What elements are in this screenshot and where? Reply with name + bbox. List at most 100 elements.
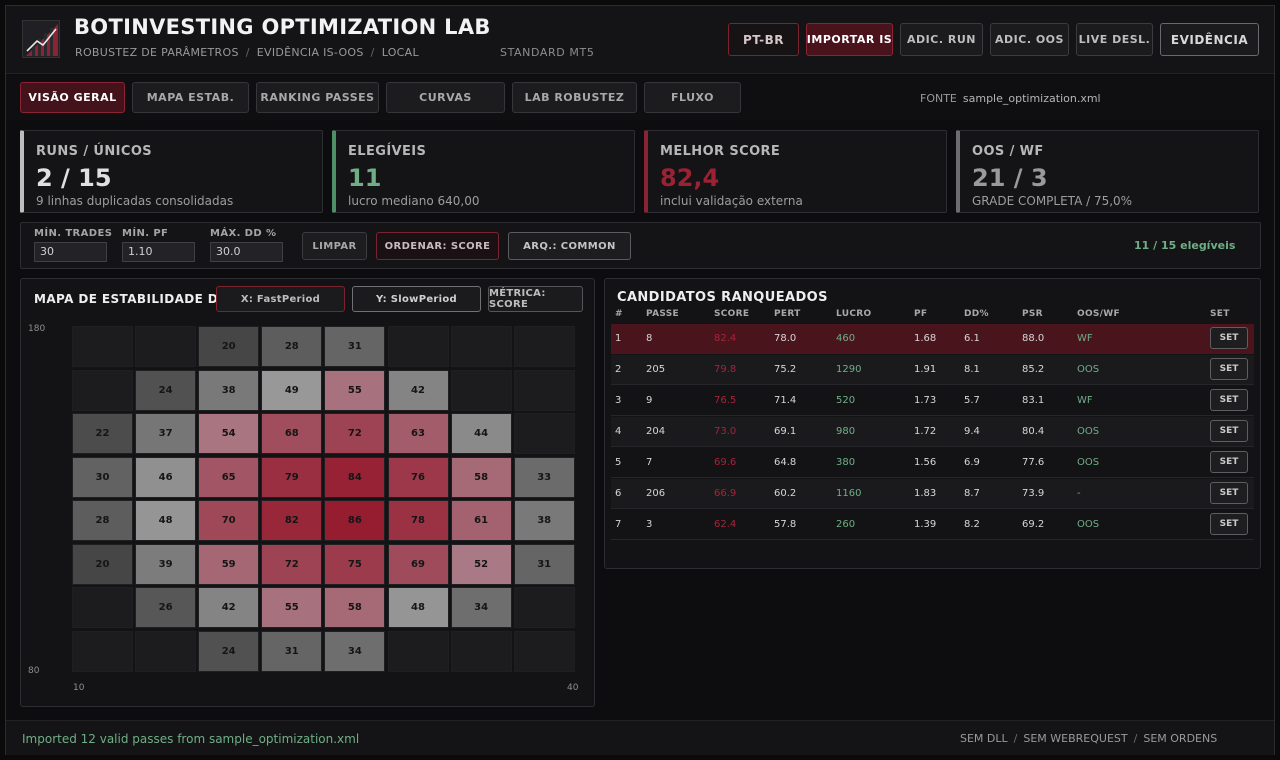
heatmap-cell[interactable]: 46 xyxy=(135,456,197,498)
set-button[interactable]: SET xyxy=(1210,389,1248,411)
heatmap-cell[interactable]: 65 xyxy=(198,456,260,498)
heatmap-cell[interactable]: 86 xyxy=(324,500,386,541)
clear-filters-button[interactable]: LIMPAR xyxy=(302,232,367,260)
heatmap-cell[interactable]: 24 xyxy=(135,369,197,411)
min-trades-input[interactable]: 30 xyxy=(34,242,107,262)
heatmap-cell[interactable] xyxy=(72,326,133,367)
max-dd-input[interactable]: 30.0 xyxy=(210,242,283,262)
y-param-select[interactable]: Y: SlowPeriod xyxy=(352,286,481,312)
heatmap-cell[interactable] xyxy=(72,630,133,672)
tab-stability-map[interactable]: MAPA ESTAB. xyxy=(132,82,249,113)
heatmap-cell[interactable]: 54 xyxy=(198,413,260,454)
heatmap-cell[interactable]: 79 xyxy=(261,456,323,498)
heatmap-cell[interactable]: 33 xyxy=(513,456,575,498)
heatmap-cell[interactable]: 26 xyxy=(135,587,197,628)
heatmap-cell[interactable]: 69 xyxy=(387,543,449,585)
heatmap-cell[interactable]: 42 xyxy=(198,587,260,628)
heatmap-cell[interactable]: 55 xyxy=(324,369,386,411)
set-button[interactable]: SET xyxy=(1210,482,1248,504)
heatmap-cell[interactable] xyxy=(513,587,575,628)
set-button[interactable]: SET xyxy=(1210,358,1248,380)
heatmap-cell[interactable]: 58 xyxy=(324,587,386,628)
heatmap-cell[interactable]: 49 xyxy=(261,369,323,411)
heatmap-cell[interactable] xyxy=(513,413,575,454)
heatmap-cell[interactable]: 20 xyxy=(198,326,260,367)
heatmap-cell[interactable]: 34 xyxy=(324,630,386,672)
heatmap-cell[interactable]: 70 xyxy=(198,500,260,541)
table-row[interactable]: 2 205 79.8 75.2 1290 1.91 8.1 85.2 OOS SET xyxy=(611,355,1254,385)
heatmap-cell[interactable] xyxy=(450,630,512,672)
heatmap-cell[interactable]: 31 xyxy=(261,630,323,672)
heatmap-cell[interactable]: 28 xyxy=(72,500,133,541)
heatmap-cell[interactable]: 24 xyxy=(198,630,260,672)
table-row[interactable]: 7 3 62.4 57.8 260 1.39 8.2 69.2 OOS SET xyxy=(611,510,1254,540)
heatmap-cell[interactable]: 63 xyxy=(387,413,449,454)
table-row[interactable]: 3 9 76.5 71.4 520 1.73 5.7 83.1 WF SET xyxy=(611,386,1254,416)
heatmap-cell[interactable]: 22 xyxy=(72,413,133,454)
heatmap-cell[interactable]: 37 xyxy=(135,413,197,454)
evidence-button[interactable]: EVIDÊNCIA xyxy=(1160,23,1259,56)
heatmap-cell[interactable] xyxy=(387,326,449,367)
set-button[interactable]: SET xyxy=(1210,451,1248,473)
set-button[interactable]: SET xyxy=(1210,327,1248,349)
heatmap-cell[interactable]: 52 xyxy=(450,543,512,585)
cell-pert: 75.2 xyxy=(774,364,797,375)
heatmap-cell[interactable]: 38 xyxy=(198,369,260,411)
heatmap-cell[interactable]: 82 xyxy=(261,500,323,541)
heatmap-cell[interactable]: 75 xyxy=(324,543,386,585)
sort-by-button[interactable]: ORDENAR: SCORE xyxy=(376,232,499,260)
heatmap-cell[interactable]: 31 xyxy=(513,543,575,585)
heatmap-cell[interactable]: 61 xyxy=(450,500,512,541)
heatmap-cell[interactable]: 48 xyxy=(135,500,197,541)
set-button[interactable]: SET xyxy=(1210,420,1248,442)
heatmap-cell[interactable] xyxy=(450,369,512,411)
archive-select-button[interactable]: ARQ.: COMMON xyxy=(508,232,631,260)
language-button[interactable]: PT-BR xyxy=(728,23,799,56)
heatmap-cell[interactable]: 20 xyxy=(72,543,133,585)
heatmap-cell[interactable] xyxy=(513,630,575,672)
heatmap-cell[interactable]: 78 xyxy=(387,500,449,541)
add-oos-button[interactable]: ADIC. OOS xyxy=(990,23,1069,56)
heatmap-cell[interactable] xyxy=(513,369,575,411)
live-toggle-button[interactable]: LIVE DESL. xyxy=(1076,23,1153,56)
tab-ranking-passes[interactable]: RANKING PASSES xyxy=(256,82,379,113)
heatmap-cell[interactable]: 31 xyxy=(324,326,386,367)
heatmap-cell[interactable]: 72 xyxy=(261,543,323,585)
table-row[interactable]: 5 7 69.6 64.8 380 1.56 6.9 77.6 OOS SET xyxy=(611,448,1254,478)
table-row[interactable]: 1 8 82.4 78.0 460 1.68 6.1 88.0 WF SET xyxy=(611,324,1254,354)
heatmap-cell[interactable] xyxy=(72,369,133,411)
set-button[interactable]: SET xyxy=(1210,513,1248,535)
heatmap-cell[interactable]: 68 xyxy=(261,413,323,454)
tab-curves[interactable]: CURVAS xyxy=(386,82,505,113)
heatmap-cell[interactable]: 44 xyxy=(450,413,512,454)
heatmap-cell[interactable]: 30 xyxy=(72,456,133,498)
heatmap-cell[interactable]: 39 xyxy=(135,543,197,585)
import-is-button[interactable]: IMPORTAR IS xyxy=(806,23,893,56)
heatmap-cell[interactable] xyxy=(387,630,449,672)
min-pf-input[interactable]: 1.10 xyxy=(122,242,195,262)
heatmap-cell[interactable] xyxy=(135,630,197,672)
heatmap-cell[interactable]: 84 xyxy=(324,456,386,498)
heatmap-cell[interactable]: 76 xyxy=(387,456,449,498)
tab-flow[interactable]: FLUXO xyxy=(644,82,741,113)
tab-overview[interactable]: VISÃO GERAL xyxy=(20,82,125,113)
heatmap-cell[interactable]: 58 xyxy=(450,456,512,498)
table-row[interactable]: 6 206 66.9 60.2 1160 1.83 8.7 73.9 - SET xyxy=(611,479,1254,509)
heatmap-cell[interactable]: 38 xyxy=(513,500,575,541)
heatmap-cell[interactable]: 55 xyxy=(261,587,323,628)
heatmap-cell[interactable]: 72 xyxy=(324,413,386,454)
tab-robustness-lab[interactable]: LAB ROBUSTEZ xyxy=(512,82,637,113)
metric-select[interactable]: MÉTRICA: SCORE xyxy=(488,286,583,312)
table-row[interactable]: 4 204 73.0 69.1 980 1.72 9.4 80.4 OOS SET xyxy=(611,417,1254,447)
heatmap-cell[interactable] xyxy=(450,326,512,367)
heatmap-cell[interactable]: 34 xyxy=(450,587,512,628)
heatmap-cell[interactable] xyxy=(513,326,575,367)
heatmap-cell[interactable] xyxy=(135,326,197,367)
heatmap-cell[interactable]: 48 xyxy=(387,587,449,628)
x-param-select[interactable]: X: FastPeriod xyxy=(216,286,345,312)
heatmap-cell[interactable] xyxy=(72,587,133,628)
heatmap-cell[interactable]: 59 xyxy=(198,543,260,585)
heatmap-cell[interactable]: 42 xyxy=(387,369,449,411)
add-run-button[interactable]: ADIC. RUN xyxy=(900,23,983,56)
heatmap-cell[interactable]: 28 xyxy=(261,326,323,367)
